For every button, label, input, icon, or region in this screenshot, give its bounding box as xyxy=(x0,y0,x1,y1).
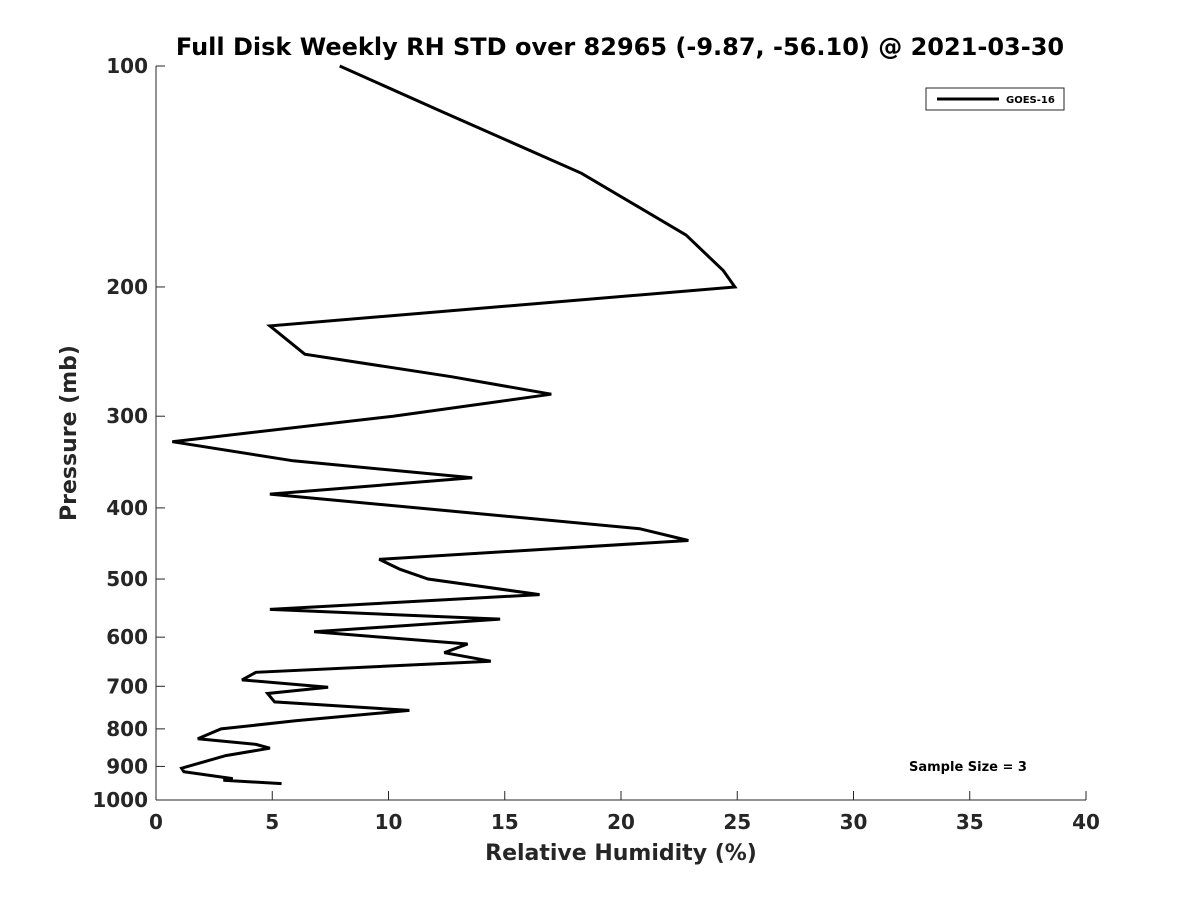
x-tick-label: 0 xyxy=(149,810,163,834)
x-tick-label: 30 xyxy=(840,810,868,834)
x-axis-ticks: 0 5 10 15 20 25 30 35 40 xyxy=(149,791,1100,834)
y-tick-label: 800 xyxy=(106,717,148,741)
legend: GOES-16 xyxy=(925,87,1065,111)
y-tick-label: 500 xyxy=(106,567,148,591)
x-tick-label: 35 xyxy=(956,810,984,834)
x-tick-label: 10 xyxy=(375,810,403,834)
x-tick-label: 5 xyxy=(265,810,279,834)
x-tick-label: 20 xyxy=(607,810,635,834)
sample-size-annotation: Sample Size = 3 xyxy=(909,760,1027,775)
y-tick-label: 100 xyxy=(106,54,148,78)
legend-label-goes-16: GOES-16 xyxy=(1006,95,1055,106)
chart-title: Full Disk Weekly RH STD over 82965 (-9.8… xyxy=(176,33,1064,61)
x-tick-label: 15 xyxy=(491,810,519,834)
y-axis-ticks: 100 200 300 400 500 600 700 800 900 1000 xyxy=(92,54,165,812)
y-tick-label: 600 xyxy=(106,625,148,649)
x-tick-label: 40 xyxy=(1072,810,1100,834)
y-tick-label: 700 xyxy=(106,674,148,698)
series-line-goes-16 xyxy=(172,64,738,786)
x-tick-label: 25 xyxy=(723,810,751,834)
y-axis-label: Pressure (mb) xyxy=(57,345,82,521)
series-layer xyxy=(172,64,738,786)
y-tick-label: 300 xyxy=(106,404,148,428)
y-tick-label: 200 xyxy=(106,275,148,299)
y-tick-label: 900 xyxy=(106,754,148,778)
y-tick-label: 1000 xyxy=(92,788,148,812)
y-tick-label: 400 xyxy=(106,496,148,520)
x-axis-label: Relative Humidity (%) xyxy=(485,841,757,866)
